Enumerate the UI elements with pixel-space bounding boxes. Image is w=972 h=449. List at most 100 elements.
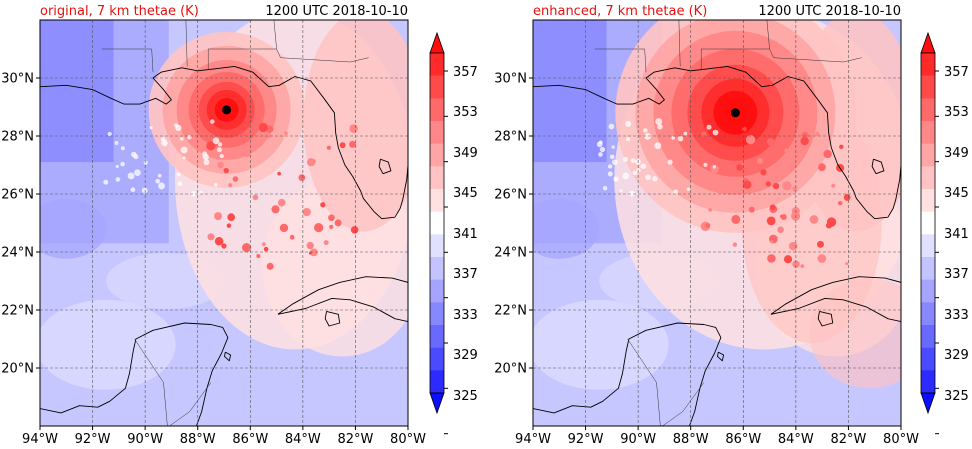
convective-cell <box>800 136 809 146</box>
thetae-speck <box>212 137 220 145</box>
colorbar-tick-label: 325 <box>944 389 969 404</box>
thetae-speck <box>130 187 136 193</box>
colorbar-band <box>921 98 935 122</box>
x-tick-label: 82°W <box>830 432 866 447</box>
coastline-gulf <box>533 65 901 220</box>
x-tick-label: 88°W <box>673 432 709 447</box>
convective-cell <box>329 224 334 229</box>
thetae-speck <box>642 128 648 133</box>
panel-original: original, 7 km thetae (K) 1200 UTC 2018-… <box>1 4 478 447</box>
colorbar-frame <box>429 52 445 394</box>
y-tick-label: 24°N <box>494 246 527 261</box>
thetae-speck <box>115 177 121 182</box>
storm-eye-marker <box>730 108 740 118</box>
colorbar-tick-label: 349 <box>453 146 478 161</box>
colorbar-band <box>430 279 444 303</box>
colorbar: 357 353 349 345 341 337 333 329 325 <box>920 31 969 435</box>
land-outline <box>533 20 901 426</box>
convective-cell <box>226 223 232 228</box>
state-border <box>207 20 277 70</box>
thetae-speck <box>203 159 210 166</box>
colorbar-tick-label: 337 <box>944 267 969 282</box>
state-border <box>769 48 862 63</box>
colorbar-band <box>430 53 444 76</box>
thetae-speck <box>611 159 618 166</box>
convective-cell <box>783 255 793 264</box>
colorbar-tick-label: 333 <box>453 308 478 323</box>
colorbar-band <box>921 75 935 99</box>
coastline-cuba <box>277 276 408 323</box>
thetae-speck <box>219 153 224 159</box>
thetae-speck <box>103 179 109 185</box>
convective-cell <box>350 226 359 234</box>
thetae-speck <box>613 176 619 182</box>
convective-cell <box>217 161 224 169</box>
convective-cell <box>262 242 266 247</box>
convective-cell <box>823 149 832 159</box>
thetae-speck <box>629 190 635 197</box>
convective-cell <box>760 169 767 176</box>
panel-title-right: 1200 UTC 2018-10-10 <box>758 4 901 19</box>
colorbar-tick-label: 357 <box>944 65 969 80</box>
convective-cell <box>710 164 719 174</box>
map-frame <box>532 19 902 427</box>
thetae-speck <box>640 163 647 170</box>
y-tick-label: 20°N <box>1 362 34 377</box>
thetae-speck <box>134 169 141 176</box>
convective-cell <box>772 182 780 190</box>
thetae-speck <box>174 123 179 128</box>
convective-cell <box>745 134 756 145</box>
convective-cell <box>258 122 268 133</box>
x-tick-label: 84°W <box>778 432 814 447</box>
convective-cell <box>243 150 251 157</box>
thetae-field <box>533 20 901 390</box>
convective-cell <box>263 246 269 252</box>
thetae-speck <box>636 168 641 173</box>
colorbar-tick-label: 325 <box>453 389 478 404</box>
convective-cell <box>277 198 286 207</box>
convective-cell <box>214 212 223 221</box>
x-tick-label: 90°W <box>620 432 656 447</box>
colorbar-tick-label: 345 <box>944 186 969 201</box>
convective-cell <box>289 234 295 240</box>
colorbar-band <box>921 347 935 371</box>
gridlines <box>40 20 408 426</box>
thetae-speck <box>202 151 208 157</box>
thetae-speck <box>216 147 222 153</box>
convective-cell <box>831 183 836 188</box>
colorbar-band <box>430 302 444 326</box>
convective-cell <box>284 131 288 136</box>
convective-cell <box>256 254 261 259</box>
y-tick-label: 20°N <box>494 362 527 377</box>
colorbar-band <box>921 370 935 394</box>
country-border <box>627 338 661 426</box>
thetae-region-mild <box>40 299 176 390</box>
thetae-speck <box>127 172 135 180</box>
thetae-speck <box>667 159 673 165</box>
thetae-speck <box>180 146 188 154</box>
convective-cell <box>328 214 335 222</box>
y-tick-label: 28°N <box>494 130 527 145</box>
x-tick-label: 82°W <box>337 432 373 447</box>
thetae-speck <box>130 151 137 158</box>
state-border <box>276 48 369 63</box>
convective-cell <box>306 158 316 167</box>
thetae-region-warm <box>809 278 901 389</box>
map-area <box>40 20 408 426</box>
colorbar-band <box>921 121 935 144</box>
thetae-speck <box>115 164 119 169</box>
thetae-speck <box>143 160 148 165</box>
coastline-isle-of-youth <box>324 310 341 327</box>
y-tick-label: 30°N <box>494 72 527 87</box>
coastline-cozumel <box>717 351 725 362</box>
thetae-speck <box>157 173 162 178</box>
thetae-speck <box>607 164 613 169</box>
thetae-speck <box>114 140 119 145</box>
convective-cell <box>320 202 326 208</box>
x-tick-label: 86°W <box>232 432 268 447</box>
colorbar-band <box>921 234 935 258</box>
thetae-region-cool <box>533 198 600 259</box>
thetae-speck <box>645 174 651 181</box>
convective-cell <box>809 215 819 224</box>
coastline-isle-of-youth <box>817 310 834 327</box>
